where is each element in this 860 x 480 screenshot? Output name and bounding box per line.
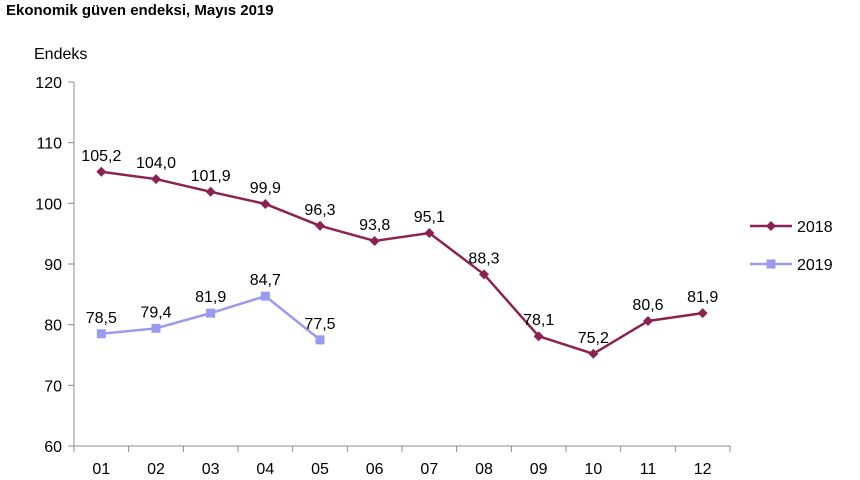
legend-label: 2018 — [797, 219, 833, 236]
data-label: 78,5 — [86, 310, 117, 327]
legend-item-2019: 2019 — [750, 257, 833, 274]
data-point — [479, 269, 489, 280]
legend: 2018 2019 — [750, 219, 833, 274]
data-point — [96, 329, 106, 339]
data-label: 78,1 — [523, 312, 554, 329]
data-point — [424, 228, 435, 239]
legend-marker — [766, 221, 776, 231]
x-tick-label: 06 — [366, 461, 384, 478]
x-tick-label: 02 — [147, 461, 165, 478]
data-point — [369, 235, 380, 246]
x-tick-label: 01 — [92, 461, 110, 478]
x-tick-label: 05 — [311, 461, 329, 478]
x-tick-label: 11 — [640, 461, 657, 478]
y-tick-label: 70 — [44, 378, 62, 395]
data-label: 79,4 — [140, 304, 171, 321]
data-label: 95,1 — [414, 209, 445, 226]
series-layer: 105,2 104,0 101,9 99,9 96,3 93,8 95,1 88,3 78,1 7… — [81, 148, 718, 359]
x-tick-label: 12 — [694, 461, 712, 478]
chart-title: Ekonomik güven endeksi, Mayıs 2019 — [6, 2, 274, 19]
x-tick-label: 07 — [420, 461, 438, 478]
y-tick-label: 120 — [35, 75, 62, 92]
x-tick-label: 08 — [475, 461, 493, 478]
data-point — [151, 174, 161, 185]
legend-label: 2019 — [797, 257, 833, 274]
data-label: 77,5 — [304, 316, 335, 333]
y-tick-label: 60 — [44, 439, 62, 456]
series-2018: 105,2 104,0 101,9 99,9 96,3 93,8 95,1 88,3 78,1 7… — [81, 148, 718, 359]
x-tick-label: 03 — [202, 461, 220, 478]
data-label: 84,7 — [250, 272, 281, 289]
x-tick-label: 09 — [530, 461, 548, 478]
series-line-2018 — [101, 170, 703, 356]
data-label: 104,0 — [136, 155, 176, 172]
data-point — [260, 198, 271, 209]
data-point — [151, 323, 161, 333]
y-axis-label: Endeks — [34, 46, 87, 63]
data-label: 96,3 — [304, 202, 335, 219]
y-tick-label: 90 — [44, 257, 62, 274]
data-point — [315, 335, 325, 345]
y-tick-label: 80 — [44, 318, 62, 335]
y-tick-label: 100 — [35, 196, 62, 213]
data-label: 105,2 — [81, 148, 121, 165]
data-label: 99,9 — [250, 180, 281, 197]
series-2019: 78,5 79,4 81,9 84,7 77,5 — [86, 272, 336, 345]
data-point — [205, 186, 216, 197]
legend-marker — [766, 259, 776, 269]
x-tick-label: 04 — [256, 461, 274, 478]
data-label: 80,6 — [632, 297, 663, 314]
data-label: 81,9 — [687, 289, 718, 306]
data-point — [588, 348, 599, 359]
data-label: 75,2 — [578, 330, 609, 347]
data-point — [697, 308, 708, 319]
data-label: 88,3 — [468, 250, 499, 267]
data-label: 101,9 — [191, 168, 231, 185]
data-point — [206, 308, 216, 318]
data-point — [533, 331, 544, 342]
data-label: 93,8 — [359, 217, 390, 234]
data-point — [260, 291, 270, 301]
data-point — [643, 316, 653, 327]
data-point — [315, 220, 325, 231]
axes: 60 70 80 90 100 110 120 01 02 03 04 05 06 07 08 09 10 11 1… — [35, 75, 731, 478]
y-tick-label: 110 — [36, 136, 62, 153]
data-point — [96, 166, 107, 177]
x-tick-label: 10 — [584, 461, 602, 478]
data-label: 81,9 — [195, 289, 226, 306]
legend-item-2018: 2018 — [750, 219, 833, 236]
